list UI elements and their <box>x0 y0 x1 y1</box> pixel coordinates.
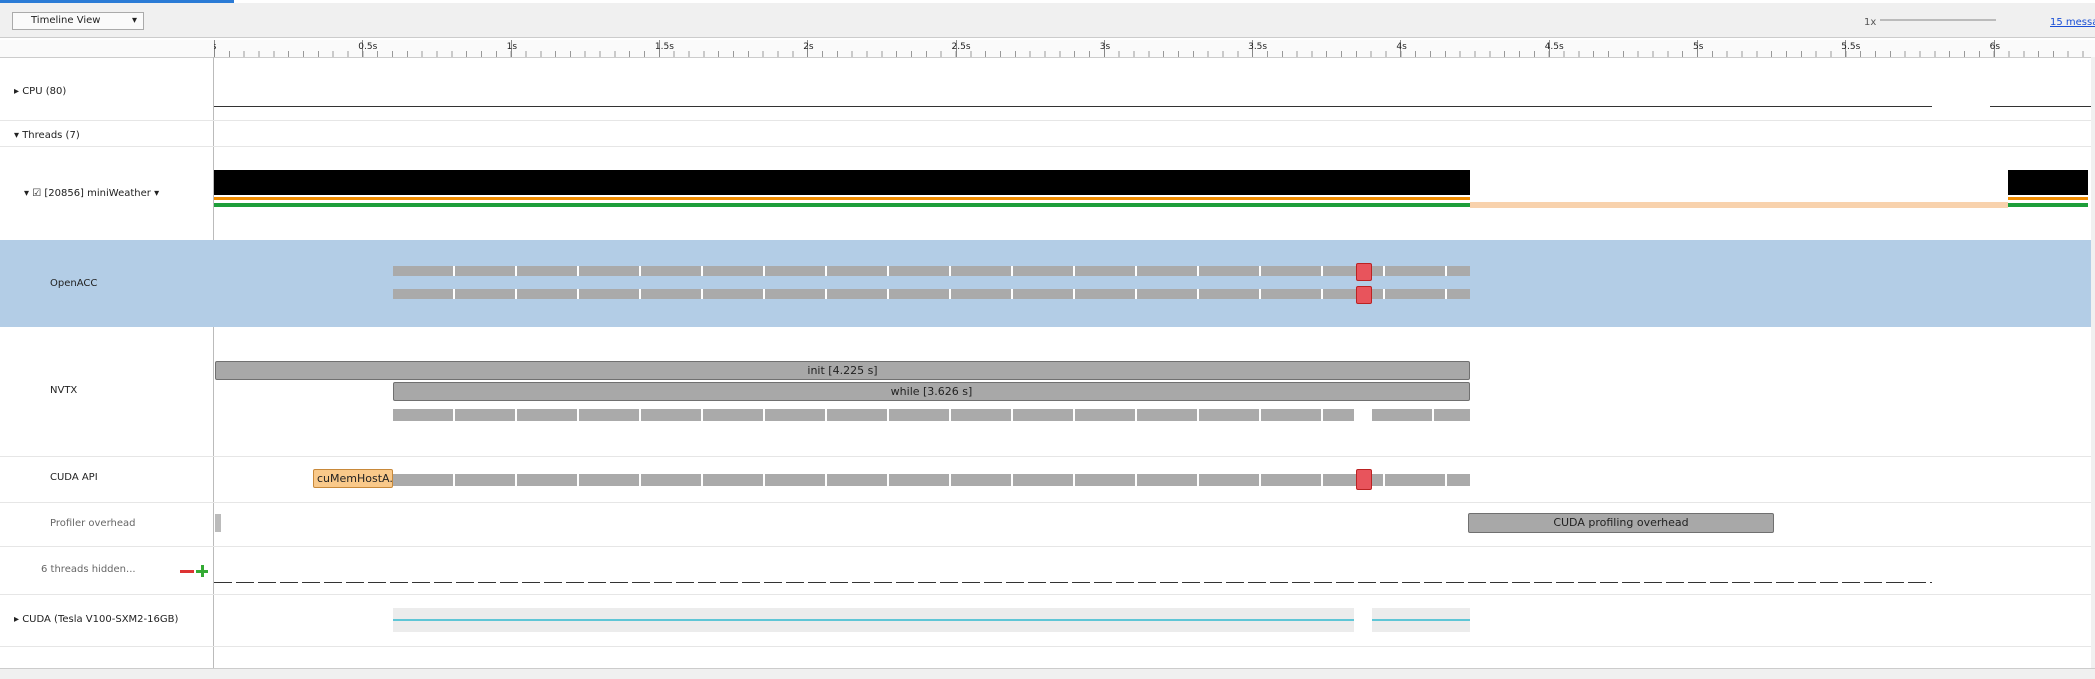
expand-button[interactable] <box>196 565 208 577</box>
ruler-label: 3.5s <box>1248 42 1268 52</box>
profiler-overhead[interactable]: CUDA profiling overhead <box>1468 513 1774 533</box>
cpu-row[interactable]: ▸ CPU (80) <box>14 86 67 97</box>
ruler-label: 5.5s <box>1841 42 1861 52</box>
active-tab <box>0 0 234 3</box>
nvtx-init[interactable]: init [4.225 s] <box>215 361 1470 380</box>
process-row[interactable]: ▾ ☑ [20856] miniWeather ▾ <box>24 188 160 199</box>
row-sep <box>0 120 2095 121</box>
row-label: Threads (7) <box>22 130 80 141</box>
cuda-api-marker <box>1356 469 1372 490</box>
row-sep <box>0 646 2095 647</box>
view-label: Timeline View <box>31 15 101 26</box>
ruler-tick <box>1845 40 1847 57</box>
ruler-tick <box>1103 40 1105 57</box>
row-sep <box>0 146 2095 147</box>
ruler-tick <box>1548 40 1550 57</box>
threads-row[interactable]: ▾ Threads (7) <box>14 130 80 141</box>
row-sep <box>0 546 2095 547</box>
row-sep <box>0 502 2095 503</box>
gpu-kernels <box>1372 619 1470 621</box>
thread-state <box>2008 197 2088 200</box>
ruler-tick <box>807 40 809 57</box>
thread-state <box>2008 203 2088 207</box>
openacc-marker <box>1356 286 1372 304</box>
cuda-api-ranges <box>393 474 1470 486</box>
thread-activity <box>2008 170 2088 195</box>
openacc-marker <box>1356 263 1372 281</box>
ruler-label: 0s <box>206 42 217 52</box>
ruler-label: 2s <box>803 42 814 52</box>
row-label: CPU (80) <box>22 86 67 97</box>
profiler-small <box>215 514 221 532</box>
hidden-row: 6 threads hidden... <box>41 564 136 575</box>
cpu-line <box>1990 106 2091 107</box>
ruler-label: 4.5s <box>1544 42 1564 52</box>
ruler-tick <box>658 40 660 57</box>
ruler-label: 5s <box>1693 42 1704 52</box>
ruler: 0s 0.5s 1s 1.5s 2s 2.5s 3s 3.5s 4s 4.5s 5s 5.5s 6s <box>0 40 2095 58</box>
ruler-tick <box>1400 40 1402 57</box>
ruler-minor-ticks <box>214 51 2091 57</box>
collapse-button[interactable] <box>180 570 194 573</box>
openacc-ranges <box>393 289 1470 299</box>
panel-divider <box>213 57 214 668</box>
ruler-label: 3s <box>1099 42 1111 52</box>
thread-idle <box>1470 202 2008 208</box>
cuda-api-call[interactable]: cuMemHostA... <box>313 469 393 488</box>
ruler-tick <box>362 40 364 57</box>
gpu-row[interactable]: ▸ CUDA (Tesla V100-SXM2-16GB) <box>14 614 179 625</box>
cuda-api-row: CUDA API <box>50 472 98 483</box>
cpu-line <box>214 106 1932 107</box>
zoom-label: 1x <box>1864 17 1877 28</box>
selected-row <box>0 240 2091 327</box>
openacc-ranges <box>393 266 1470 276</box>
row-label: CUDA (Tesla V100-SXM2-16GB) <box>22 614 179 625</box>
ruler-label: 6s <box>1989 42 2001 52</box>
row-sep <box>0 456 2095 457</box>
nvtx-ranges <box>1372 409 1470 421</box>
view-dropdown[interactable]: Timeline View ▾ <box>12 12 144 30</box>
ruler-tick <box>955 40 957 57</box>
ruler-label: 2.5s <box>951 42 971 52</box>
ruler-label: 0.5s <box>358 42 378 52</box>
ruler-tick <box>510 40 512 57</box>
hidden-activity <box>214 582 1932 583</box>
ruler-tick <box>1252 40 1254 57</box>
messages-link[interactable]: 15 messages <box>2050 17 2095 28</box>
scrollbar[interactable] <box>0 668 2095 679</box>
nvtx-while[interactable]: while [3.626 s] <box>393 382 1470 401</box>
row-label: [20856] miniWeather <box>44 188 151 199</box>
row-sep <box>0 594 2095 595</box>
ruler-tick <box>1697 40 1698 57</box>
openacc-row: OpenACC <box>50 278 98 289</box>
ruler-label: 1s <box>506 42 518 52</box>
ruler-labels: 0s 0.5s 1s 1.5s 2s 2.5s 3s 3.5s 4s 4.5s 5s 5.5s 6s <box>0 40 2095 57</box>
v-scrollbar[interactable] <box>2091 57 2095 668</box>
thread-state <box>214 197 1470 200</box>
ruler-label: 1.5s <box>654 42 674 52</box>
thread-state <box>214 203 1470 207</box>
profiler-row: Profiler overhead <box>50 518 136 529</box>
ruler-tick <box>214 40 215 57</box>
nvtx-row: NVTX <box>50 385 78 396</box>
ruler-tick <box>1993 40 1995 57</box>
zoom-slider[interactable] <box>1880 19 1996 21</box>
nvtx-ranges <box>393 409 1354 421</box>
thread-activity <box>214 170 1470 195</box>
gpu-kernels <box>393 619 1354 621</box>
toolbar: Timeline View▾ 1x 15 messages <box>0 3 2095 38</box>
ruler-label: 4s <box>1396 42 1407 52</box>
